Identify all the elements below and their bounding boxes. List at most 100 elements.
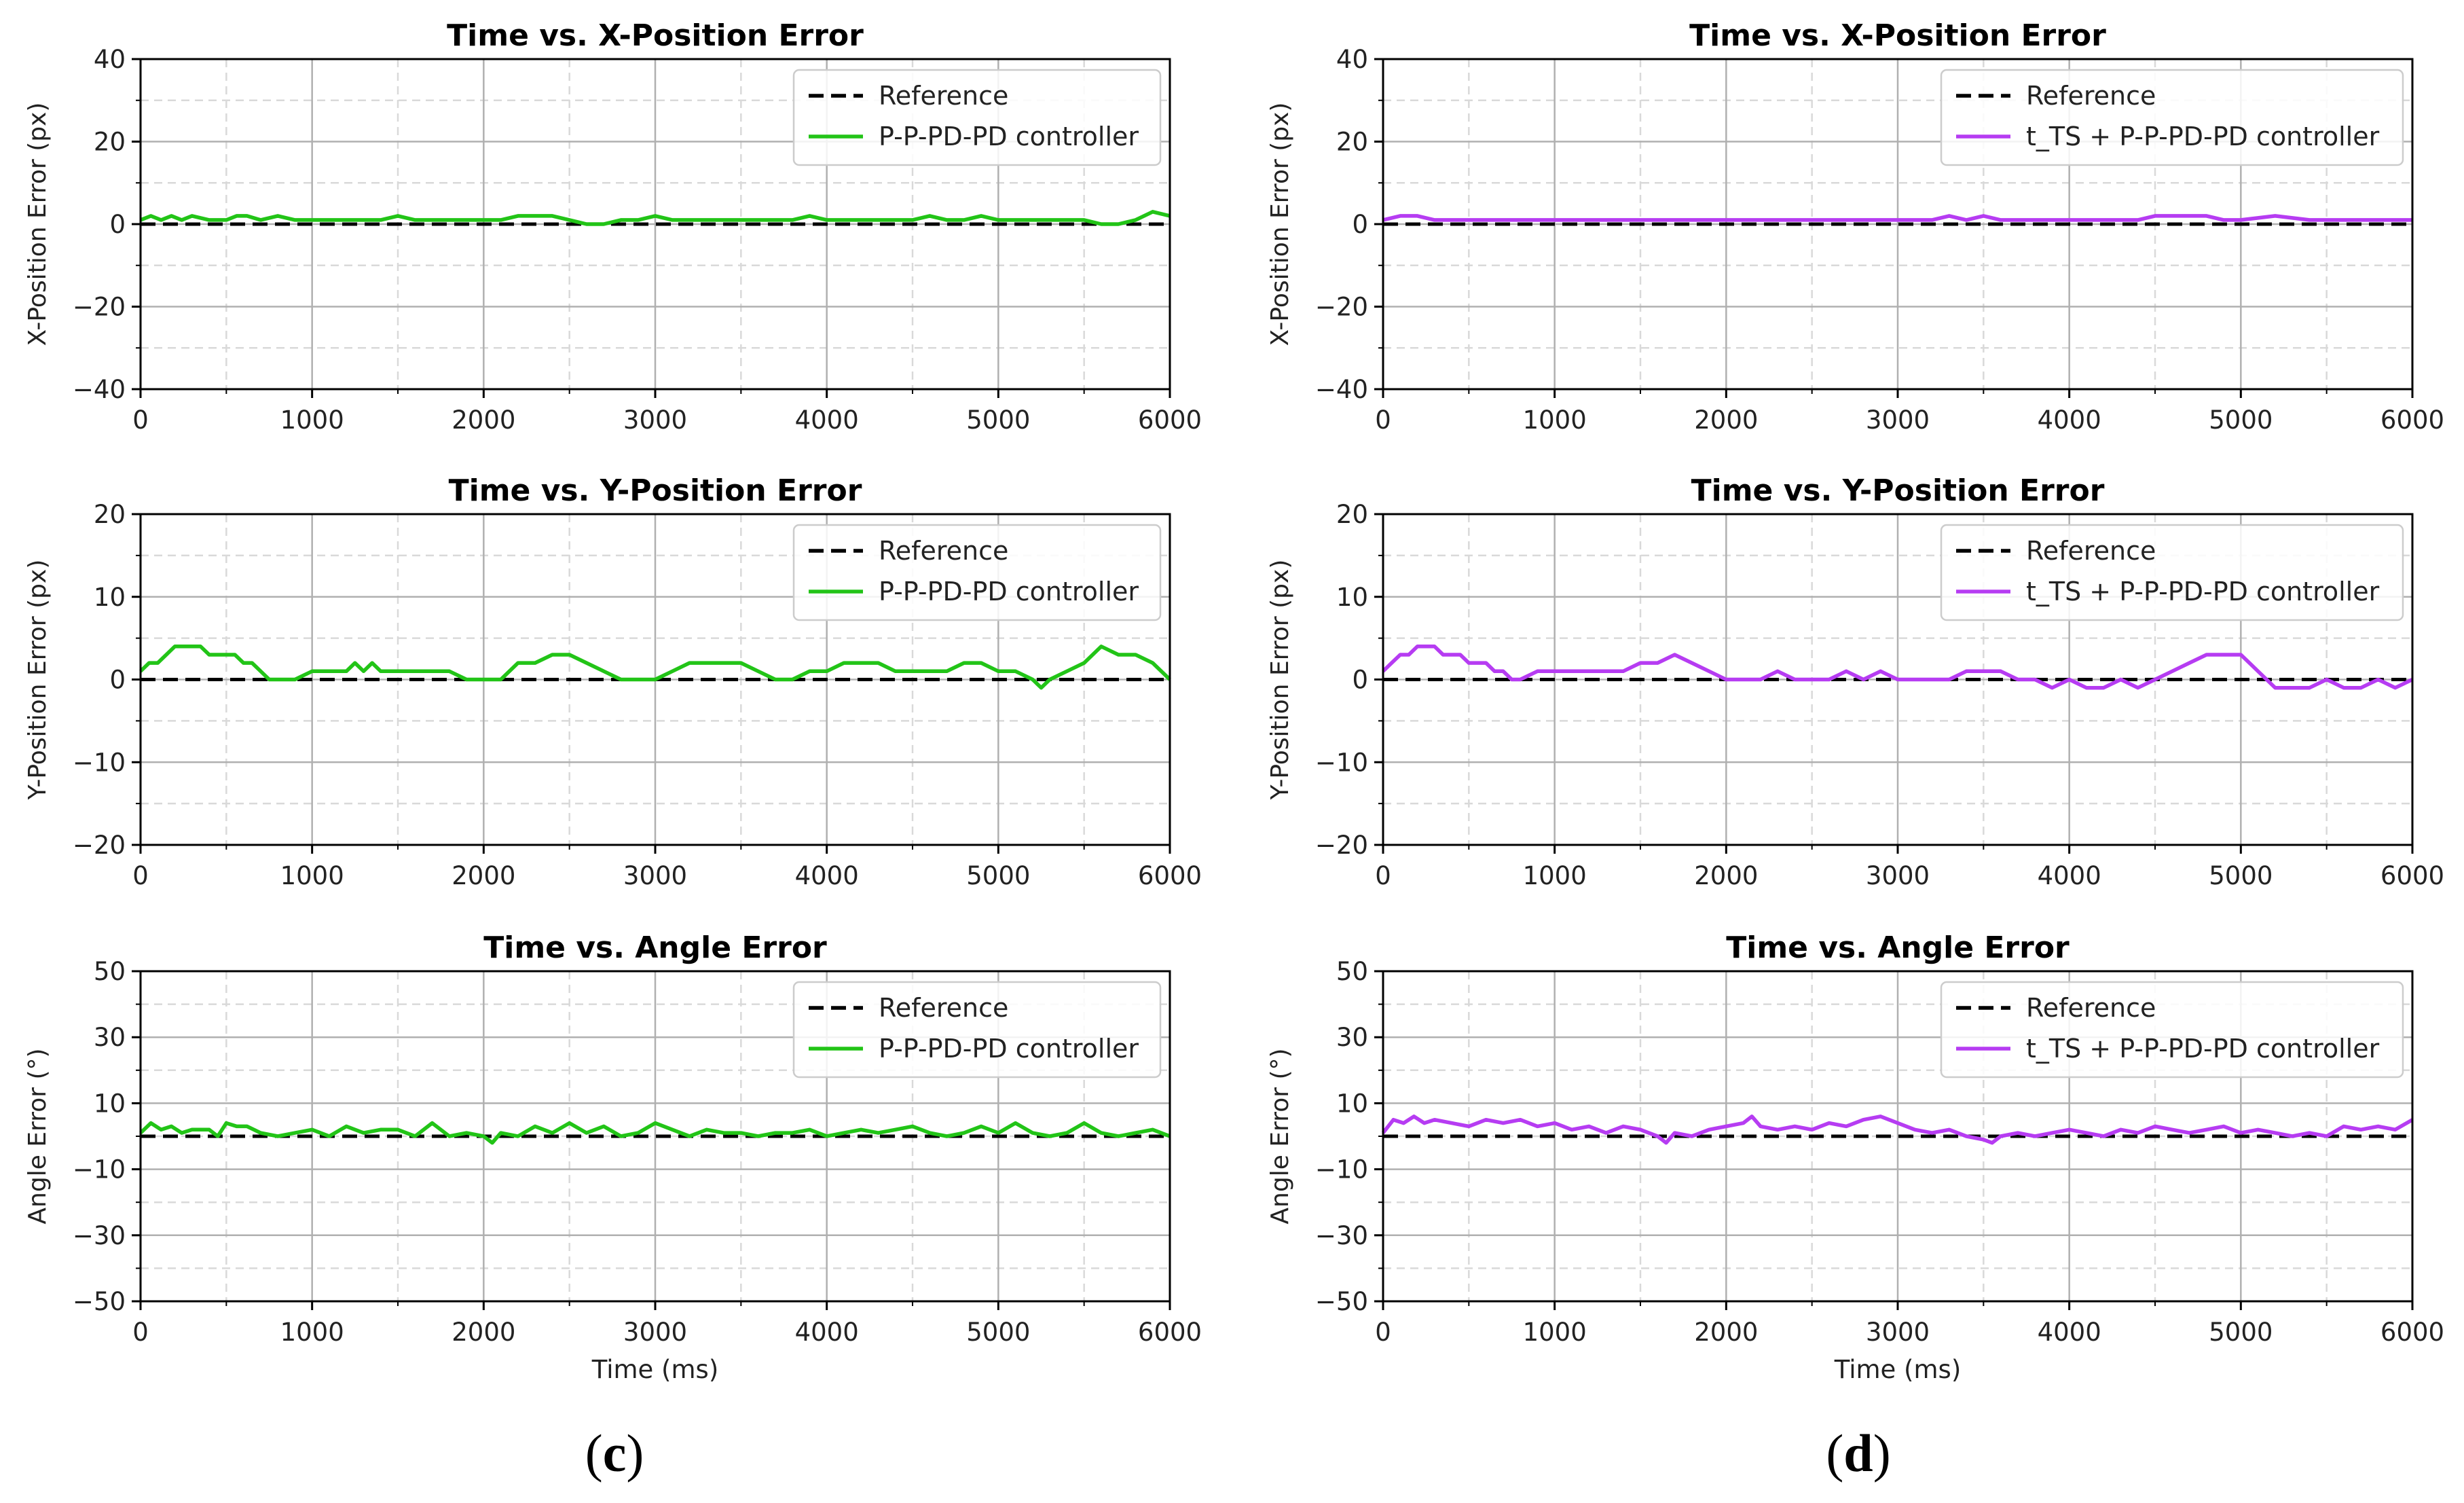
controller-series-line: [139, 645, 1171, 690]
x-tick-label: 4000: [2038, 405, 2101, 435]
legend: Reference P-P-PD-PD controller: [792, 524, 1162, 621]
y-axis-label: Angle Error (°): [1266, 1048, 1294, 1224]
x-tick-label: 2000: [1694, 405, 1758, 435]
y-tick-label: −30: [73, 1221, 126, 1250]
legend: Reference P-P-PD-PD controller: [792, 69, 1162, 166]
legend-reference-label: Reference: [879, 536, 1008, 566]
y-axis-label: Angle Error (°): [24, 1048, 52, 1224]
caption-c-letter: c: [602, 1424, 627, 1483]
x-tick-label: 4000: [795, 405, 859, 435]
legend-reference-label: Reference: [2026, 81, 2156, 111]
y-tick-label: −10: [1315, 748, 1368, 777]
x-tick-label: 5000: [966, 861, 1030, 890]
caption-d: (d): [1790, 1423, 1926, 1484]
legend-reference-label: Reference: [879, 993, 1008, 1023]
y-tick-label: 10: [94, 1089, 126, 1118]
chart-c-0: 0 1000 2000 3000 4000 5000 6000 −40 −20 0 20 40 Time…: [24, 18, 1202, 435]
controller-series-line: [1382, 645, 2414, 690]
caption-c-open: (: [585, 1424, 603, 1483]
x-tick-label: 6000: [2380, 405, 2444, 435]
legend: Reference t_TS + P-P-PD-PD controller: [1940, 981, 2404, 1079]
x-tick-label: 0: [1375, 405, 1391, 435]
legend-reference-label: Reference: [2026, 536, 2156, 566]
y-axis-label: X-Position Error (px): [1266, 103, 1294, 346]
x-tick-label: 2000: [1694, 861, 1758, 890]
y-tick-label: 10: [1336, 1089, 1368, 1118]
y-tick-label: −10: [73, 1155, 126, 1184]
controller-series-line: [1381, 1115, 2414, 1145]
legend-box: [1940, 981, 2404, 1079]
legend-box: [792, 69, 1162, 166]
x-tick-label: 4000: [2038, 1318, 2101, 1347]
y-tick-label: −10: [73, 748, 126, 777]
x-tick-label: 3000: [623, 405, 687, 435]
caption-c: (c): [547, 1423, 682, 1484]
x-tick-label: 0: [132, 861, 149, 890]
legend-box: [792, 981, 1162, 1079]
controller-series-line: [139, 1121, 1171, 1145]
y-tick-label: −50: [73, 1287, 126, 1316]
x-tick-label: 5000: [2209, 405, 2273, 435]
y-tick-label: −50: [1315, 1287, 1368, 1316]
y-tick-label: 30: [94, 1023, 126, 1052]
caption-d-letter: d: [1843, 1424, 1873, 1483]
y-tick-label: 0: [1352, 666, 1368, 695]
y-tick-label: 50: [94, 957, 126, 986]
chart-title: Time vs. X-Position Error: [447, 18, 864, 53]
legend: Reference P-P-PD-PD controller: [792, 981, 1162, 1079]
controller-series-line: [139, 210, 1171, 226]
x-tick-label: 2000: [452, 1318, 515, 1347]
x-tick-label: 3000: [623, 1318, 687, 1347]
y-tick-label: 40: [94, 45, 126, 74]
y-tick-label: 40: [1336, 45, 1368, 74]
chart-title: Time vs. Angle Error: [1726, 930, 2070, 965]
y-tick-label: −10: [1315, 1155, 1368, 1184]
x-tick-label: 4000: [795, 1318, 859, 1347]
legend: Reference t_TS + P-P-PD-PD controller: [1940, 69, 2404, 166]
y-tick-label: −20: [1315, 831, 1368, 860]
chart-c-1: 0 1000 2000 3000 4000 5000 6000 −20 −10 0 10 20 Time…: [24, 473, 1202, 890]
x-axis-label: Time (ms): [591, 1355, 719, 1384]
chart-d-0: 0 1000 2000 3000 4000 5000 6000 −40 −20 0 20 40 Time…: [1266, 18, 2444, 435]
x-tick-label: 2000: [452, 861, 515, 890]
x-tick-label: 0: [132, 405, 149, 435]
chart-c-2: 0 1000 2000 3000 4000 5000 6000 −50 −30 −10 10 30 50…: [24, 930, 1202, 1384]
y-tick-label: −40: [1315, 375, 1368, 404]
x-tick-label: 1000: [1523, 405, 1587, 435]
caption-d-open: (: [1826, 1424, 1844, 1483]
legend: Reference t_TS + P-P-PD-PD controller: [1940, 524, 2404, 621]
y-tick-label: 10: [94, 583, 126, 612]
y-axis-label: Y-Position Error (px): [24, 560, 52, 801]
x-tick-label: 2000: [452, 405, 515, 435]
x-tick-label: 3000: [1866, 1318, 1930, 1347]
x-tick-label: 3000: [623, 861, 687, 890]
x-tick-label: 6000: [2380, 861, 2444, 890]
caption-c-close: ): [626, 1424, 644, 1483]
x-tick-label: 5000: [966, 405, 1030, 435]
y-tick-label: 20: [1336, 500, 1368, 529]
chart-title: Time vs. Y-Position Error: [1691, 473, 2105, 508]
x-tick-label: 5000: [966, 1318, 1030, 1347]
x-tick-label: 6000: [1138, 861, 1202, 890]
y-tick-label: 20: [94, 128, 126, 157]
y-tick-label: 50: [1336, 957, 1368, 986]
x-tick-label: 5000: [2209, 861, 2273, 890]
x-tick-label: 6000: [2380, 1318, 2444, 1347]
legend-controller-label: t_TS + P-P-PD-PD controller: [2026, 122, 2380, 151]
y-tick-label: 20: [1336, 128, 1368, 157]
y-tick-label: −20: [73, 293, 126, 322]
y-tick-label: 0: [109, 666, 126, 695]
x-tick-label: 0: [132, 1318, 149, 1347]
y-axis-label: X-Position Error (px): [24, 103, 52, 346]
chart-d-2: 0 1000 2000 3000 4000 5000 6000 −50 −30 −10 10 30 50…: [1266, 930, 2444, 1384]
x-tick-label: 1000: [1523, 1318, 1587, 1347]
legend-reference-label: Reference: [879, 81, 1008, 111]
x-tick-label: 0: [1375, 1318, 1391, 1347]
legend-box: [792, 524, 1162, 621]
legend-box: [1940, 524, 2404, 621]
y-tick-label: −20: [73, 831, 126, 860]
y-tick-label: 0: [1352, 210, 1368, 239]
x-tick-label: 1000: [280, 1318, 344, 1347]
y-tick-label: 10: [1336, 583, 1368, 612]
